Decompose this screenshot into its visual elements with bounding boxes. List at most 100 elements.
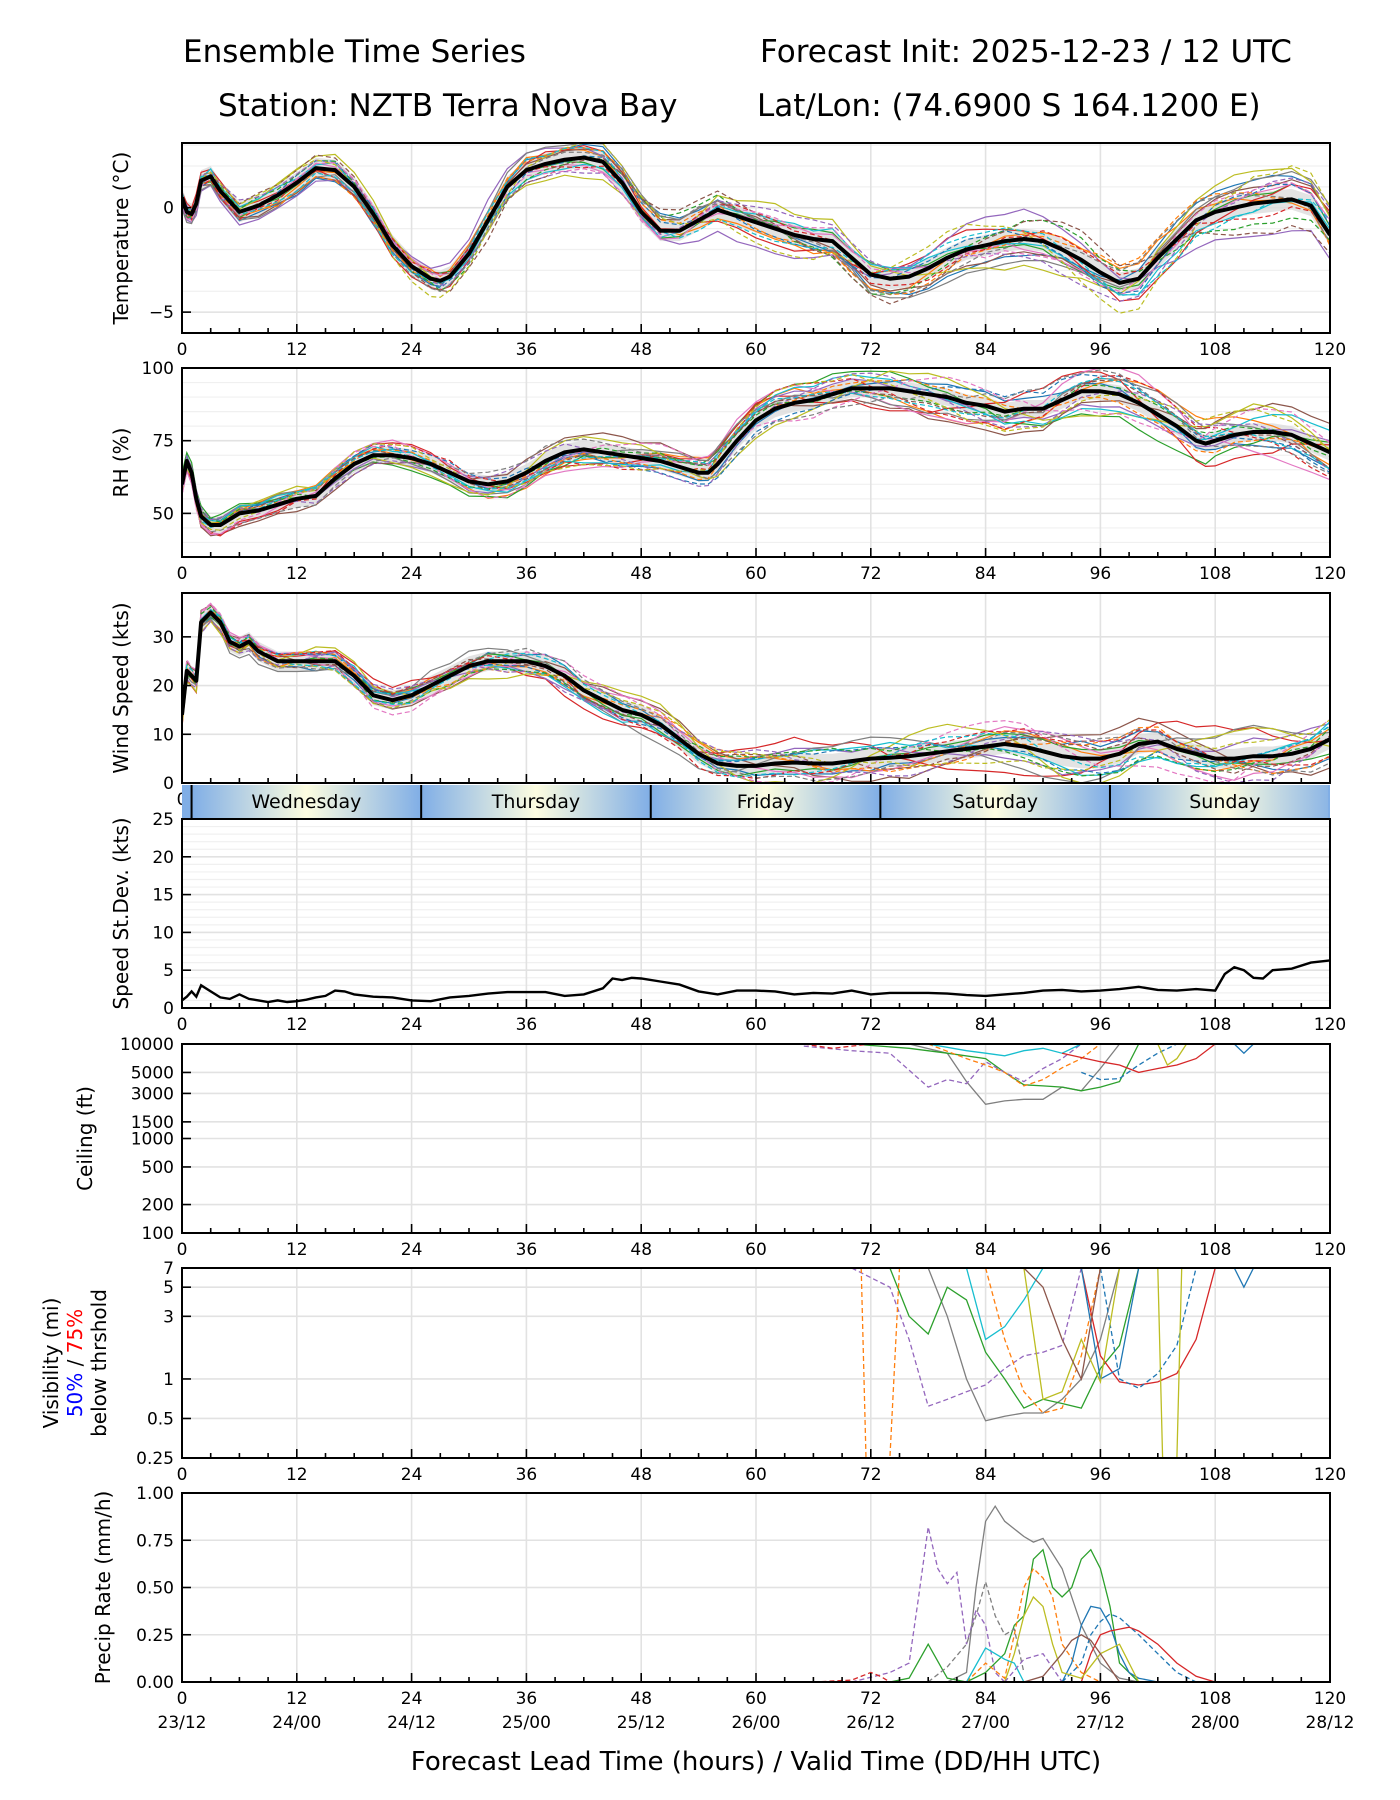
day-label: Saturday — [952, 791, 1038, 813]
y-axis-label: Speed St.Dev. (kts) — [109, 817, 133, 1009]
ensemble-member-line — [1023, 1267, 1121, 1401]
x-tick-label: 48 — [630, 1689, 652, 1709]
ensemble-member-line — [889, 1548, 1140, 1683]
x-tick-label: 60 — [745, 564, 767, 584]
x-tick-label: 108 — [1199, 1465, 1231, 1485]
ensemble-member-line — [182, 608, 1330, 775]
y-axis-label-line3: below thrshold — [87, 1289, 111, 1437]
series-group — [182, 142, 1330, 314]
ensemble-member-line — [851, 1043, 1140, 1092]
x-tick-label: 36 — [516, 1465, 538, 1485]
panel-visibility: 0.25 0.5 1 3 57 0 12 24 36 48 60 72 84 96 108 120 Visibi… — [39, 1259, 1346, 1485]
ensemble-member-line — [851, 1267, 1082, 1408]
ensemble-member-line — [1080, 1626, 1216, 1683]
day-band: Wednesday Thursday Friday Saturday Sunday — [182, 785, 1400, 818]
x-tick-label: 36 — [516, 1015, 538, 1035]
x-tick-label: 120 — [1314, 564, 1346, 584]
x-tick-label: 108 — [1199, 1240, 1231, 1260]
x-tick-label: 0 — [177, 340, 188, 360]
valid-time-label: 28/00 — [1191, 1713, 1240, 1733]
x-tick-label: 120 — [1314, 340, 1346, 360]
y-tick-label: 50 — [152, 504, 174, 524]
y-tick-label: 5 — [163, 1278, 174, 1298]
ensemble-member-line — [1023, 1267, 1102, 1382]
ensemble-member-line — [927, 1267, 1121, 1422]
ensemble-member-line — [1157, 1043, 1188, 1066]
x-tick-label: 0 — [177, 564, 188, 584]
day-band-edge — [1328, 785, 1330, 818]
series-group — [851, 1267, 1255, 1459]
day-band-mask — [1330, 785, 1400, 818]
ensemble-member-line — [1157, 1267, 1183, 1459]
ensemble-member-line — [182, 146, 1330, 297]
ensemble-member-line — [182, 373, 1330, 531]
x-tick-label: 72 — [860, 1465, 882, 1485]
day-band-segment — [880, 785, 1110, 818]
ensemble-member-line — [182, 162, 1330, 296]
ensemble-member-line — [182, 151, 1330, 295]
ensemble-member-line — [813, 1671, 891, 1683]
x-tick-label: 24 — [401, 564, 423, 584]
day-label: Wednesday — [251, 791, 361, 813]
x-tick-label: 72 — [860, 1240, 882, 1260]
station-title: Station: NZTB Terra Nova Bay — [218, 88, 678, 124]
ensemble-member-line — [182, 373, 1330, 526]
day-label: Sunday — [1189, 791, 1260, 813]
y-tick-label: 500 — [142, 1158, 174, 1178]
y-tick-label: 0 — [163, 774, 174, 794]
x-tick-label: 108 — [1199, 1015, 1231, 1035]
valid-time-label: 24/00 — [272, 1713, 321, 1733]
day-band-segment — [421, 785, 651, 818]
y-axis-label: Precip Rate (mm/h) — [91, 1491, 115, 1685]
ensemble-member-line — [182, 154, 1330, 305]
ensemble-member-line — [182, 372, 1330, 521]
day-band-segment — [1109, 785, 1340, 818]
day-band-segment — [182, 785, 192, 818]
y-tick-label: 25 — [152, 810, 174, 830]
ensemble-mean-line — [182, 610, 1330, 768]
ensemble-member-line — [927, 1043, 1101, 1087]
y-tick-label: 0.5 — [147, 1409, 174, 1429]
ensemble-member-line — [182, 142, 1330, 299]
valid-time-label: 25/00 — [502, 1713, 551, 1733]
y-tick-label: 75 — [152, 432, 174, 452]
x-tick-label: 120 — [1314, 1015, 1346, 1035]
ensemble-member-line — [928, 1043, 1082, 1057]
x-tick-label: 108 — [1199, 340, 1231, 360]
day-label: Friday — [737, 791, 795, 813]
x-tick-label: 0 — [177, 1015, 188, 1035]
ensemble-member-line — [803, 1043, 871, 1049]
ensemble-member-line — [1004, 1652, 1063, 1683]
y-tick-label: 0.25 — [136, 1449, 174, 1469]
x-tick-label: 120 — [1314, 1465, 1346, 1485]
stdev-line — [182, 959, 1330, 1004]
y-tick-label: 0 — [163, 199, 174, 219]
ensemble-member-line — [1061, 1605, 1158, 1683]
ensemble-member-line — [182, 369, 1330, 533]
x-tick-label: 84 — [975, 1465, 997, 1485]
y-tick-label: 7 — [163, 1259, 174, 1279]
x-tick-label: 108 — [1199, 1689, 1231, 1709]
x-tick-label: 36 — [516, 340, 538, 360]
ensemble-mean-line — [182, 155, 1330, 285]
x-tick-label: 84 — [975, 1240, 997, 1260]
y-tick-label: 3000 — [131, 1084, 174, 1104]
ensemble-member-line — [182, 379, 1330, 529]
y-tick-label: 3 — [163, 1307, 174, 1327]
ensemble-member-line — [182, 611, 1330, 775]
y-tick-label: 0.25 — [136, 1626, 174, 1646]
y-axis-label: RH (%) — [109, 428, 133, 498]
x-tick-label: 12 — [286, 1240, 308, 1260]
y-tick-label: 200 — [142, 1196, 174, 1216]
y-tick-label: 5000 — [131, 1063, 174, 1083]
y-axis-label: Temperature (°C) — [109, 152, 133, 326]
y-tick-label: 1000 — [131, 1130, 174, 1150]
ensemble-member-line — [965, 1267, 1044, 1341]
y-tick-label: 20 — [152, 677, 174, 697]
x-tick-label: 72 — [860, 1689, 882, 1709]
forecast-init-title: Forecast Init: 2025-12-23 / 12 UTC — [760, 34, 1292, 70]
y-tick-label: 0.00 — [136, 1673, 174, 1693]
